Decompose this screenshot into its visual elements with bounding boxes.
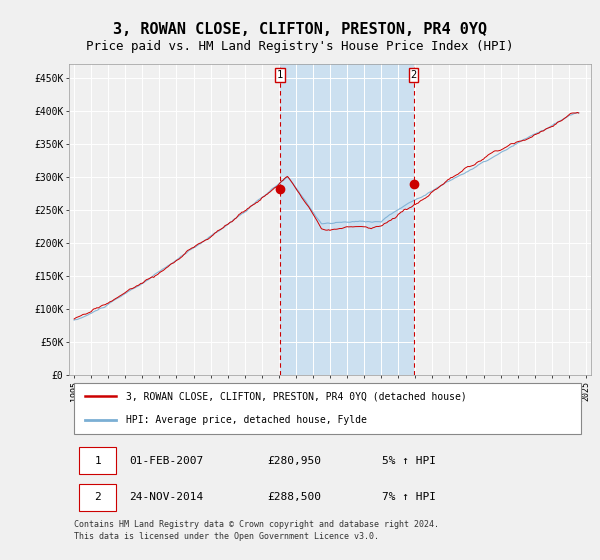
Bar [409, 68, 418, 82]
FancyBboxPatch shape [74, 383, 581, 433]
Text: £280,950: £280,950 [268, 456, 322, 466]
Text: 24-NOV-2014: 24-NOV-2014 [129, 492, 203, 502]
Bar [275, 68, 285, 82]
Bar [79, 447, 116, 474]
Text: 7% ↑ HPI: 7% ↑ HPI [382, 492, 436, 502]
Text: 3, ROWAN CLOSE, CLIFTON, PRESTON, PR4 0YQ (detached house): 3, ROWAN CLOSE, CLIFTON, PRESTON, PR4 0Y… [127, 391, 467, 402]
Text: 01-FEB-2007: 01-FEB-2007 [129, 456, 203, 466]
Text: 5% ↑ HPI: 5% ↑ HPI [382, 456, 436, 466]
Text: 3, ROWAN CLOSE, CLIFTON, PRESTON, PR4 0YQ: 3, ROWAN CLOSE, CLIFTON, PRESTON, PR4 0Y… [113, 22, 487, 38]
Bar [79, 484, 116, 511]
Text: 1: 1 [277, 70, 283, 80]
Text: 1: 1 [94, 456, 101, 466]
Text: 2: 2 [410, 70, 417, 80]
Text: 2: 2 [94, 492, 101, 502]
Text: HPI: Average price, detached house, Fylde: HPI: Average price, detached house, Fyld… [127, 416, 367, 426]
Bar [280, 64, 413, 375]
Text: £288,500: £288,500 [268, 492, 322, 502]
Text: Price paid vs. HM Land Registry's House Price Index (HPI): Price paid vs. HM Land Registry's House … [86, 40, 514, 53]
Text: Contains HM Land Registry data © Crown copyright and database right 2024.
This d: Contains HM Land Registry data © Crown c… [74, 520, 439, 541]
